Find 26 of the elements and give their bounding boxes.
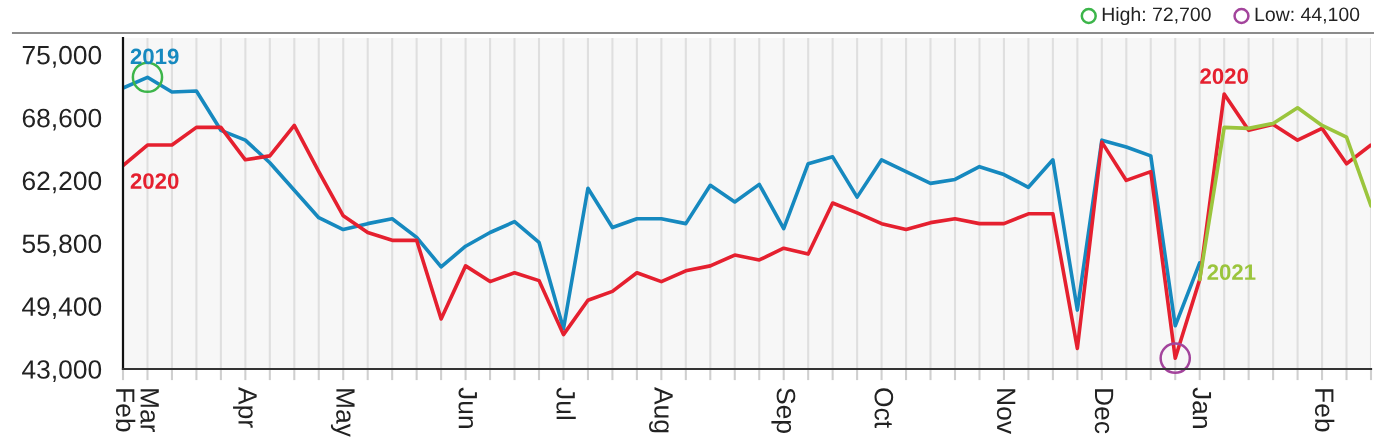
series-label: 2020	[130, 173, 179, 189]
x-tick-label: Jul	[556, 387, 576, 420]
x-tick-label: Apr	[233, 387, 257, 428]
y-tick-label: 75,000	[22, 45, 102, 68]
x-tick-label: Mar	[140, 389, 159, 433]
text: High: 72,700	[1102, 6, 1211, 26]
x-tick-label: Feb	[115, 389, 136, 432]
y-tick-label: 43,000	[22, 360, 102, 382]
x-tick-label: Jan	[1192, 387, 1212, 428]
x-tick-label: Nov	[996, 389, 1016, 434]
x-tick-label: Sep	[771, 388, 796, 433]
annotation: 2020	[1200, 68, 1248, 85]
x-tick-label: Feb	[1314, 389, 1335, 432]
series-label: 2021	[1207, 264, 1256, 281]
line-series	[1197, 105, 1371, 282]
x-tick-label: Aug	[649, 387, 673, 433]
y-tick-label: 62,200	[22, 171, 102, 194]
y-tick-label: 55,800	[22, 234, 102, 257]
x-tick-label: Jun	[458, 387, 477, 428]
x-tick-label: Oct	[874, 388, 894, 428]
y-tick-label: 49,400	[22, 297, 102, 320]
x-tick-label: Dec	[1094, 389, 1114, 434]
series-label: 2019	[130, 48, 179, 65]
x-tick-label: May	[330, 389, 355, 437]
text: Low: 44,100	[1255, 7, 1360, 24]
y-tick-label: 68,600	[22, 108, 102, 131]
